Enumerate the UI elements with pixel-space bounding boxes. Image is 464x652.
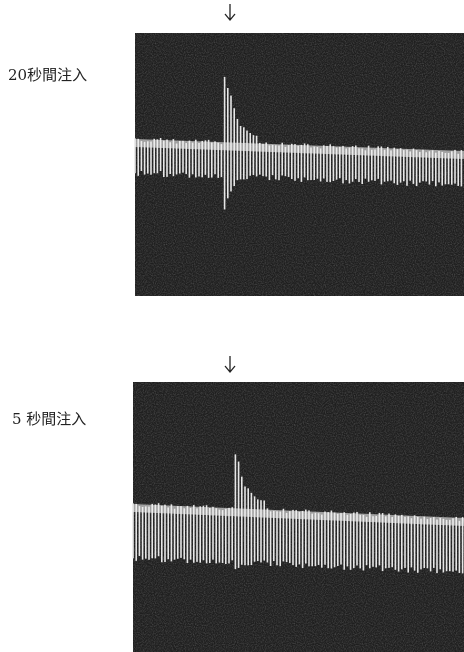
arrow: [225, 356, 235, 372]
page: 20秒間注入 5 秒間注入 (() => { const data = JSON…: [0, 0, 464, 652]
panel-1: 20秒間注入: [8, 4, 464, 296]
panel-label: 5 秒間注入: [12, 410, 86, 428]
arrow: [225, 4, 235, 20]
panel-2: 5 秒間注入: [12, 356, 464, 652]
screen-grain: [135, 33, 464, 296]
panel-label: 20秒間注入: [8, 66, 87, 84]
figure: 20秒間注入 5 秒間注入: [0, 0, 464, 652]
